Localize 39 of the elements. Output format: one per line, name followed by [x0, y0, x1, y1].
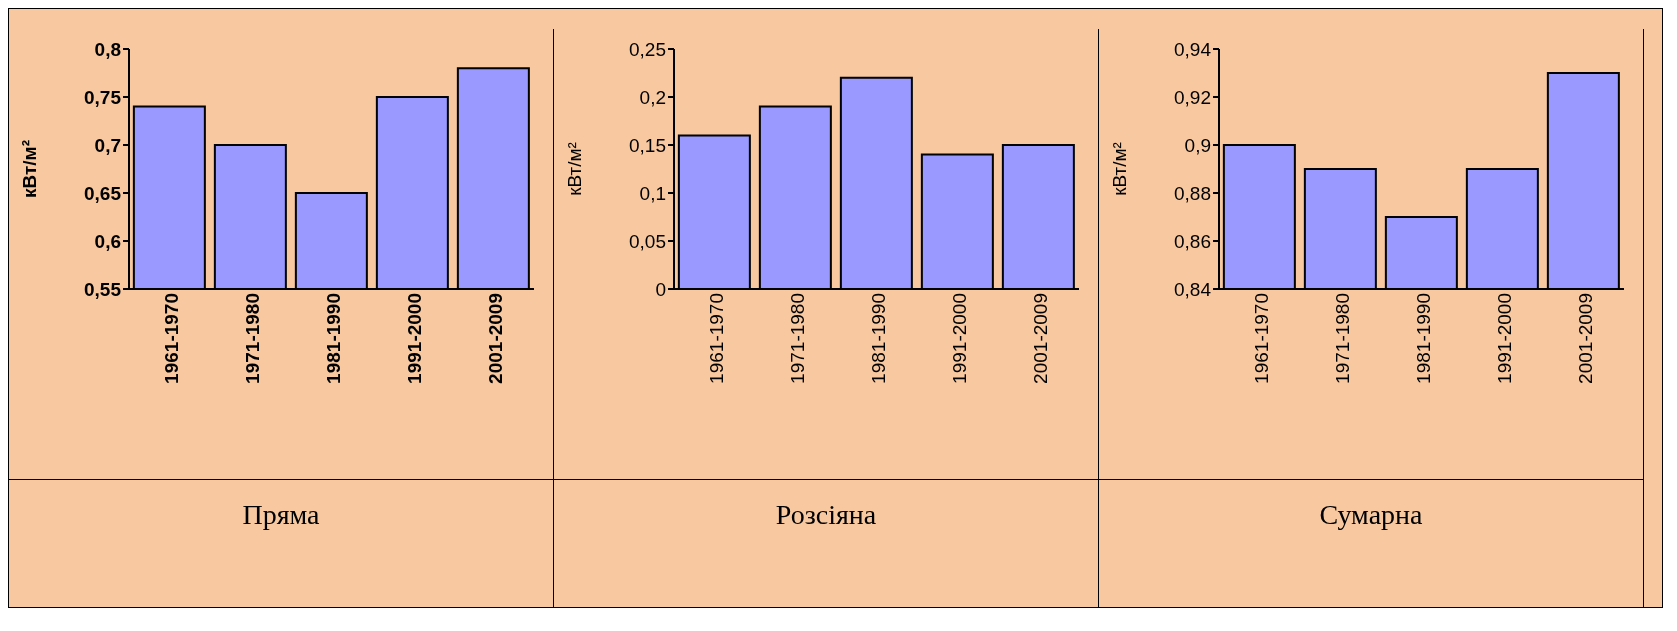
x-tick-label: 1981-1990: [867, 293, 889, 384]
x-tick-label: 1971-1980: [1331, 293, 1353, 384]
y-axis-title: кВт/м²: [563, 142, 585, 196]
x-tick-label: 2001-2009: [1029, 293, 1051, 384]
y-axis-title: кВт/м²: [18, 140, 40, 198]
x-tick-label: 1981-1990: [1412, 293, 1434, 384]
y-tick-label: 0,7: [94, 134, 121, 156]
x-tick-label: 2001-2009: [1574, 293, 1596, 384]
x-tick-label: 1971-1980: [241, 293, 263, 384]
x-tick-label: 1981-1990: [322, 293, 344, 384]
text: Пряма: [241, 498, 321, 532]
y-tick-label: 0,05: [629, 230, 666, 252]
x-tick-label: 1961-1970: [705, 293, 727, 384]
x-tick-label: 1991-2000: [1493, 293, 1515, 384]
y-tick-label: 0,65: [84, 182, 122, 204]
y-axis-title: кВт/м²: [1108, 142, 1130, 196]
y-tick-label: 0: [655, 278, 666, 300]
y-tick-label: 0,6: [94, 230, 121, 252]
y-tick-label: 0,9: [1184, 134, 1211, 156]
y-tick-label: 0,25: [629, 38, 666, 60]
y-tick-label: 0,94: [1174, 38, 1212, 60]
y-tick-label: 0,55: [84, 278, 122, 300]
y-tick-label: 0,86: [1174, 230, 1211, 252]
y-tick-label: 0,15: [629, 134, 666, 156]
x-tick-label: 1991-2000: [403, 293, 425, 384]
text: Сумарна: [1318, 498, 1424, 532]
y-tick-label: 0,84: [1174, 278, 1212, 300]
y-tick-label: 0,1: [639, 182, 666, 204]
y-tick-label: 0,8: [94, 38, 121, 60]
text: Розсіяна: [774, 498, 878, 532]
x-tick-label: 1991-2000: [948, 293, 970, 384]
y-tick-label: 0,75: [84, 86, 122, 108]
x-tick-label: 1971-1980: [786, 293, 808, 384]
x-tick-label: 2001-2009: [484, 293, 506, 384]
y-tick-label: 0,92: [1174, 86, 1211, 108]
y-tick-label: 0,88: [1174, 182, 1211, 204]
x-tick-label: 1961-1970: [160, 293, 182, 384]
y-tick-label: 0,2: [639, 86, 666, 108]
x-tick-label: 1961-1970: [1250, 293, 1272, 384]
